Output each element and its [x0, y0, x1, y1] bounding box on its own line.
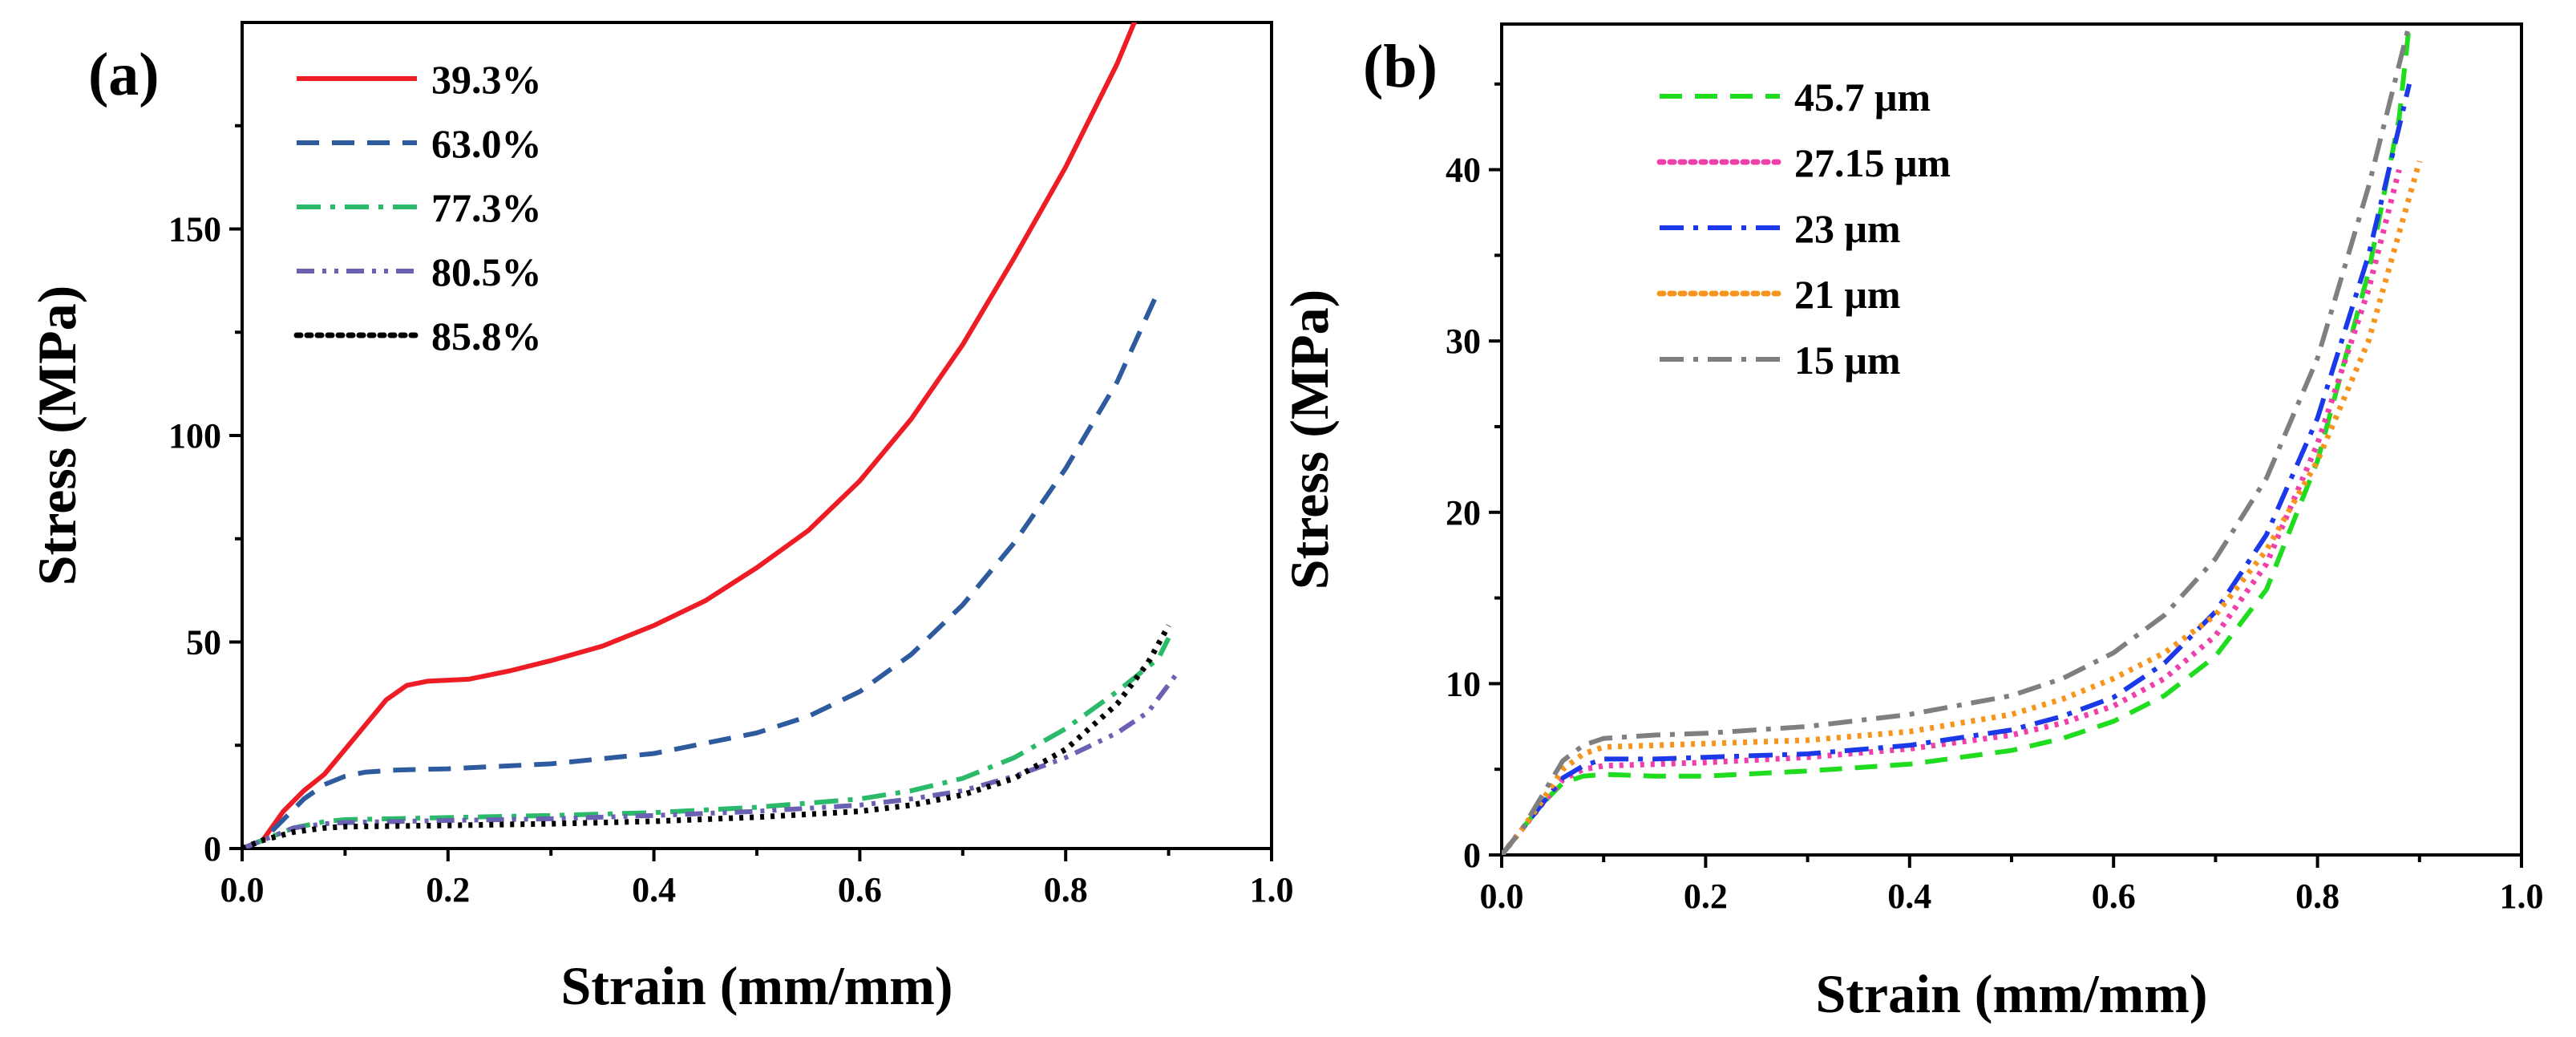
x-tick-label: 1.0 [2500, 877, 2544, 916]
y-tick-label: 0 [204, 829, 221, 869]
series-line [242, 22, 1138, 849]
series-line [242, 290, 1161, 849]
x-tick-label: 0.2 [1684, 877, 1728, 916]
legend-label: 80.5% [431, 249, 542, 294]
series-line [242, 637, 1171, 849]
x-tick-label: 0.0 [1480, 877, 1524, 916]
series-line [1502, 24, 2412, 855]
legend-label: 45.7 μm [1794, 75, 1931, 119]
y-tick-label: 100 [168, 416, 221, 456]
series-line [1502, 168, 2402, 855]
series-line [242, 624, 1171, 849]
legend-label: 85.8% [431, 314, 542, 358]
panel-label: (b) [1363, 33, 1438, 100]
x-tick-label: 0.6 [2092, 877, 2136, 916]
series-line [242, 669, 1181, 849]
legend-label: 27.15 μm [1794, 140, 1951, 185]
series-line [1502, 160, 2423, 855]
axes-frame [241, 21, 1273, 850]
legend-label: 39.3% [431, 57, 542, 102]
y-tick-label: 40 [1446, 151, 1481, 190]
x-tick-label: 0.6 [838, 870, 882, 909]
plot-area [242, 22, 1181, 849]
x-axis-title: Strain (mm/mm) [560, 955, 952, 1016]
panel-a: (a) 0.0 0.2 0.4 0.6 0.8 1.0 0 50 100 150 39.3% 63.… [26, 21, 1294, 1016]
legend-label: 77.3% [431, 185, 542, 230]
y-tick-label: 20 [1446, 493, 1481, 533]
panel-label: (a) [88, 41, 160, 108]
y-tick-label: 0 [1463, 836, 1481, 875]
y-axis-title: Stress (MPa) [26, 286, 87, 586]
y-axis-title: Stress (MPa) [1279, 290, 1340, 590]
x-tick-label: 1.0 [1250, 870, 1294, 909]
plot-area [1502, 24, 2423, 855]
ticks: 0.0 0.2 0.4 0.6 0.8 1.0 0 50 100 150 [168, 124, 1294, 909]
legend-label: 15 μm [1794, 338, 1901, 383]
y-tick-label: 150 [168, 210, 221, 249]
legend-label: 21 μm [1794, 272, 1901, 317]
ticks: 0.0 0.2 0.4 0.6 0.8 1.0 0 10 20 30 40 [1446, 82, 2544, 916]
x-tick-label: 0.0 [220, 870, 265, 909]
legend-label: 23 μm [1794, 206, 1901, 251]
x-tick-label: 0.4 [1887, 877, 1931, 916]
x-tick-label: 0.4 [632, 870, 676, 909]
legend: 39.3% 63.0% 77.3% 80.5% 85.8% [293, 57, 542, 358]
series-line [1502, 24, 2412, 855]
series-line [1502, 83, 2412, 855]
legend-label: 63.0% [431, 121, 542, 166]
x-axis-title: Strain (mm/mm) [1815, 963, 2207, 1024]
y-tick-label: 50 [186, 623, 221, 662]
legend: 45.7 μm 27.15 μm 23 μm 21 μm 15 μm [1656, 75, 1951, 383]
y-tick-label: 10 [1446, 664, 1481, 703]
x-tick-label: 0.2 [426, 870, 470, 909]
plot-frame [241, 21, 1273, 850]
x-tick-label: 0.8 [1044, 870, 1088, 909]
y-tick-label: 30 [1446, 322, 1481, 361]
panel-b: (b) 0.0 0.2 0.4 0.6 0.8 1.0 0 10 20 30 40 45.7 μm 2… [1279, 22, 2544, 1024]
x-tick-label: 0.8 [2295, 877, 2339, 916]
